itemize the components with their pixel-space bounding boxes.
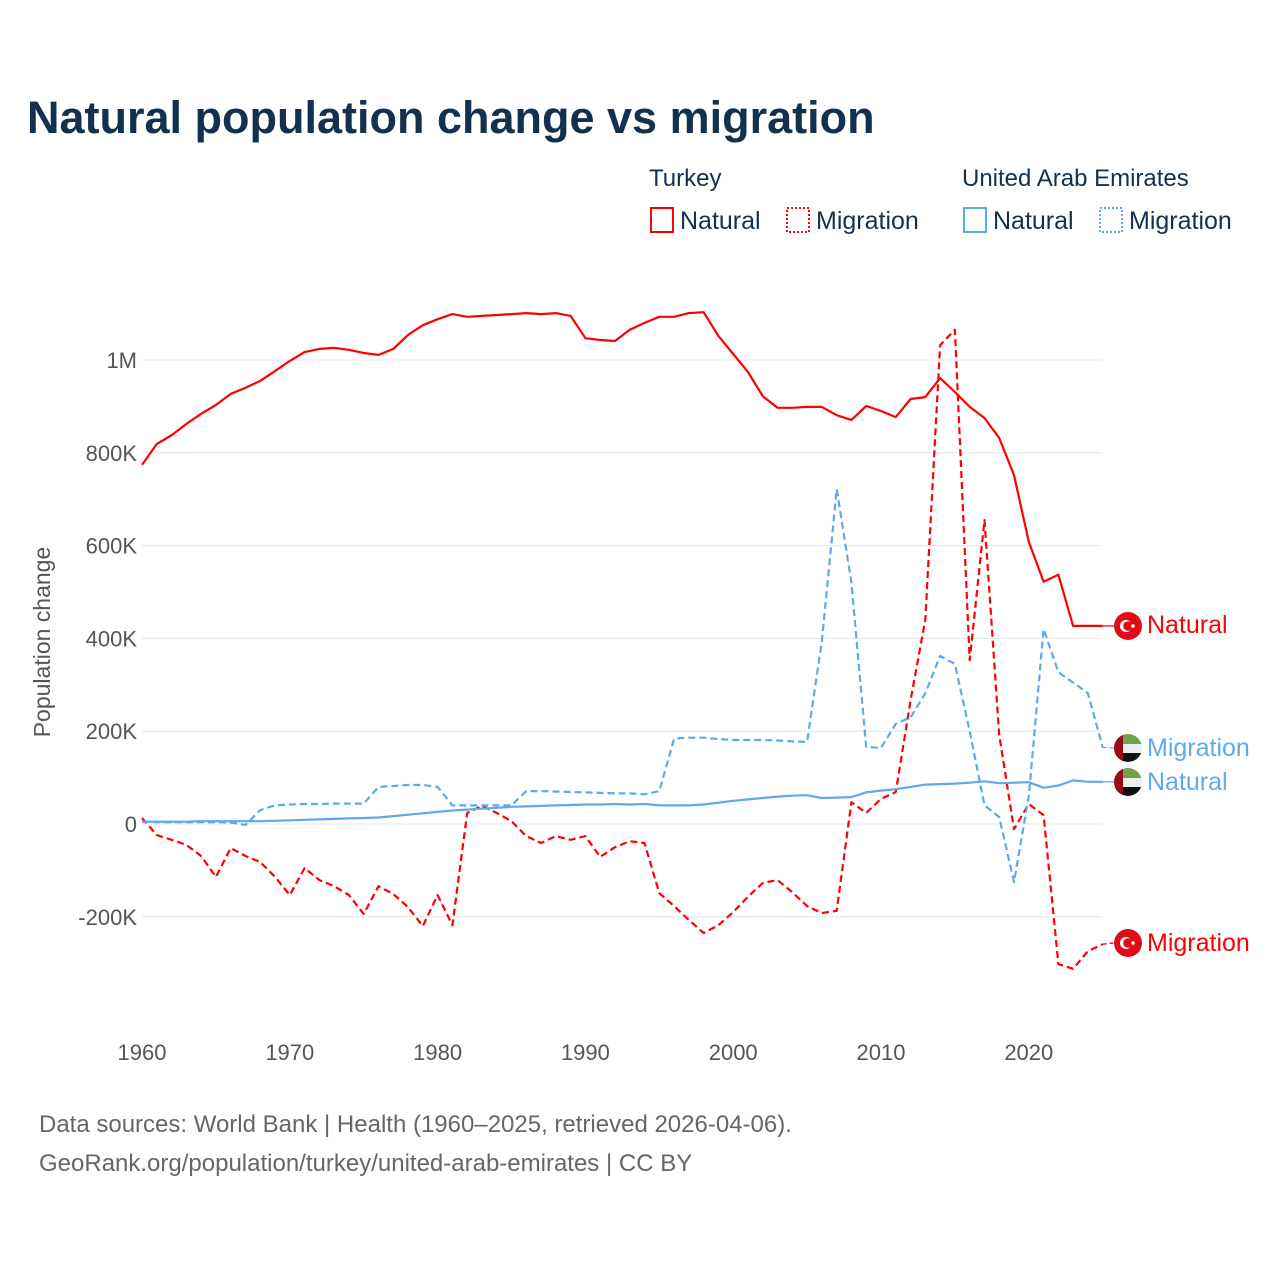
x-axis: 1960 1970 1980 1990 2000 2010 2020	[118, 1040, 1054, 1065]
y-tick-label: -200K	[78, 905, 137, 930]
end-label-connector	[1102, 942, 1115, 945]
end-label-turkey-migration: Migration	[1147, 929, 1250, 957]
x-tick-label: 2020	[1004, 1040, 1053, 1065]
legend-swatch-uae-natural	[963, 207, 987, 233]
x-tick-label: 2000	[709, 1040, 758, 1065]
turkey-flag-icon	[1114, 929, 1142, 957]
chart-title: Natural population change vs migration	[27, 92, 875, 143]
legend-swatch-uae-migration	[1099, 207, 1123, 233]
x-tick-label: 1990	[561, 1040, 610, 1065]
legend-uae-migration[interactable]: Migration	[1129, 207, 1232, 235]
footer-link[interactable]: GeoRank.org/population/turkey/united-ara…	[39, 1150, 692, 1177]
y-tick-label: 800K	[86, 441, 138, 466]
legend-uae-natural[interactable]: Natural	[993, 207, 1074, 235]
y-tick-label: 400K	[86, 626, 138, 651]
end-label-uae-natural: Natural	[1147, 768, 1228, 796]
uae-flag-icon	[1114, 768, 1142, 796]
x-tick-label: 1980	[413, 1040, 462, 1065]
series-line-united-arab-emirates-migration	[141, 487, 1104, 884]
legend-swatch-turkey-natural	[650, 207, 674, 233]
series-line-united-arab-emirates-natural	[142, 779, 1103, 823]
y-tick-label: 600K	[86, 534, 138, 559]
y-tick-label: 0	[125, 812, 137, 837]
x-tick-label: 1970	[265, 1040, 314, 1065]
series-line-turkey-migration	[141, 328, 1104, 970]
legend-turkey-natural[interactable]: Natural	[680, 207, 761, 235]
legend: Turkey Natural Migration United Arab Emi…	[649, 165, 1232, 235]
y-tick-label: 200K	[86, 719, 138, 744]
uae-flag-icon	[1114, 734, 1142, 762]
x-tick-label: 2010	[857, 1040, 906, 1065]
x-tick-label: 1960	[118, 1040, 167, 1065]
legend-turkey-migration[interactable]: Migration	[816, 207, 919, 235]
gridlines	[142, 359, 1102, 918]
series-lines	[141, 311, 1115, 970]
turkey-flag-icon	[1114, 612, 1142, 640]
y-tick-label: 1M	[106, 348, 137, 373]
end-label-turkey-natural: Natural	[1147, 611, 1228, 639]
end-labels: Natural Migration Natural Migration	[1114, 611, 1250, 957]
legend-swatch-turkey-migration	[786, 207, 810, 233]
end-label-uae-migration: Migration	[1147, 734, 1250, 762]
legend-group-uae: United Arab Emirates	[962, 165, 1189, 192]
legend-group-turkey: Turkey	[649, 165, 721, 192]
footer-sources: Data sources: World Bank | Health (1960–…	[39, 1111, 792, 1138]
end-label-connector	[1102, 746, 1115, 749]
y-axis: -200K 0 200K 400K 600K 800K 1M	[78, 348, 137, 930]
y-axis-label: Population change	[29, 547, 55, 738]
series-line-turkey-natural	[141, 311, 1103, 628]
